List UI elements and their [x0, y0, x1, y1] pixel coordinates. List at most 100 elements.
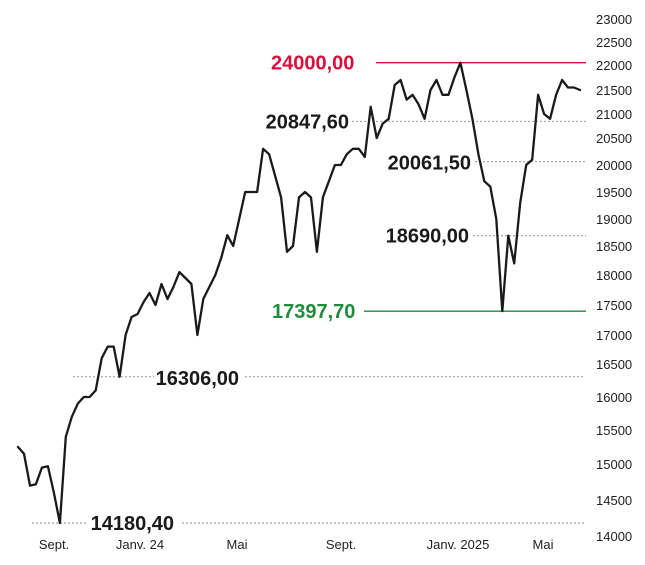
x-tick-label: Janv. 24 — [116, 537, 164, 552]
data-point — [292, 245, 294, 247]
data-point — [441, 94, 443, 96]
y-axis: 23000 22500 22000 21500 21000 20500 20000 19500… — [596, 12, 632, 544]
data-point — [459, 62, 461, 64]
data-point — [101, 357, 103, 359]
data-point — [280, 196, 282, 198]
data-point — [113, 345, 115, 347]
x-tick-label: Mai — [227, 537, 248, 552]
data-point — [244, 191, 246, 193]
level-label: 18690,00 — [386, 226, 469, 248]
data-point — [41, 466, 43, 468]
y-tick-label: 18500 — [596, 239, 632, 254]
data-point — [220, 256, 222, 258]
data-point — [286, 251, 288, 253]
y-tick-label: 14500 — [596, 493, 632, 508]
data-point — [573, 86, 575, 88]
data-point — [453, 76, 455, 78]
data-point — [346, 153, 348, 155]
data-point — [148, 292, 150, 294]
y-tick-label: 21000 — [596, 107, 632, 122]
y-tick-label: 21500 — [596, 83, 632, 98]
data-point — [250, 191, 252, 193]
data-point — [507, 235, 509, 237]
data-point — [549, 118, 551, 120]
data-point — [124, 334, 126, 336]
level-label: 14180,40 — [91, 513, 174, 535]
data-point — [89, 396, 91, 398]
data-point — [178, 271, 180, 273]
data-point — [483, 180, 485, 182]
x-tick-label: Sept. — [39, 537, 69, 552]
level-label: 16306,00 — [156, 368, 239, 390]
data-point — [352, 148, 354, 150]
data-point — [316, 251, 318, 253]
data-point — [310, 196, 312, 198]
data-point — [172, 286, 174, 288]
data-point — [358, 148, 360, 150]
data-point — [376, 137, 378, 139]
y-tick-label: 17500 — [596, 298, 632, 313]
data-point — [489, 185, 491, 187]
y-tick-label: 14000 — [596, 529, 632, 544]
data-point — [340, 164, 342, 166]
data-point — [202, 298, 204, 300]
data-point — [429, 89, 431, 91]
data-point — [423, 118, 425, 120]
y-tick-label: 20500 — [596, 131, 632, 146]
data-point — [370, 106, 372, 108]
y-tick-label: 19500 — [596, 185, 632, 200]
data-point — [136, 313, 138, 315]
data-point — [382, 122, 384, 124]
data-point — [399, 79, 401, 81]
y-tick-label: 16500 — [596, 357, 632, 372]
y-tick-label: 16000 — [596, 390, 632, 405]
data-point — [411, 94, 413, 96]
level-labels: 24000,00 20847,60 20061,50 18690,00 17397,70… — [91, 53, 471, 535]
level-label: 20061,50 — [388, 153, 471, 175]
data-point — [95, 389, 97, 391]
data-point — [405, 98, 407, 100]
data-point — [107, 345, 109, 347]
price-series — [16, 61, 582, 525]
data-point — [268, 153, 270, 155]
data-point — [77, 402, 79, 404]
data-point — [232, 245, 234, 247]
data-point — [501, 310, 503, 312]
y-tick-label: 15500 — [596, 423, 632, 438]
data-point — [561, 79, 563, 81]
data-point — [35, 483, 37, 485]
data-point — [17, 446, 19, 448]
y-tick-label: 23000 — [596, 12, 632, 27]
data-point — [334, 164, 336, 166]
data-point — [238, 218, 240, 220]
data-point — [417, 103, 419, 105]
y-tick-label: 17000 — [596, 328, 632, 343]
level-label: 24000,00 — [271, 53, 354, 75]
data-point — [226, 234, 228, 236]
y-tick-label: 15000 — [596, 457, 632, 472]
data-point — [447, 94, 449, 96]
data-point — [274, 175, 276, 177]
data-point — [47, 465, 49, 467]
data-point — [537, 94, 539, 96]
data-point — [160, 283, 162, 285]
data-point — [531, 158, 533, 160]
data-point — [364, 156, 366, 158]
data-point — [196, 334, 198, 336]
data-point — [29, 484, 31, 486]
data-point — [555, 94, 557, 96]
data-point — [71, 416, 73, 418]
data-point — [83, 396, 85, 398]
x-tick-label: Janv. 2025 — [427, 537, 490, 552]
data-point — [184, 277, 186, 279]
data-point — [328, 180, 330, 182]
data-point — [304, 191, 306, 193]
data-point — [579, 89, 581, 91]
x-tick-label: Mai — [533, 537, 554, 552]
data-point — [471, 118, 473, 120]
data-point — [142, 301, 144, 303]
data-point — [65, 436, 67, 438]
level-label: 20847,60 — [266, 111, 349, 133]
x-tick-label: Sept. — [326, 537, 356, 552]
data-point — [519, 202, 521, 204]
